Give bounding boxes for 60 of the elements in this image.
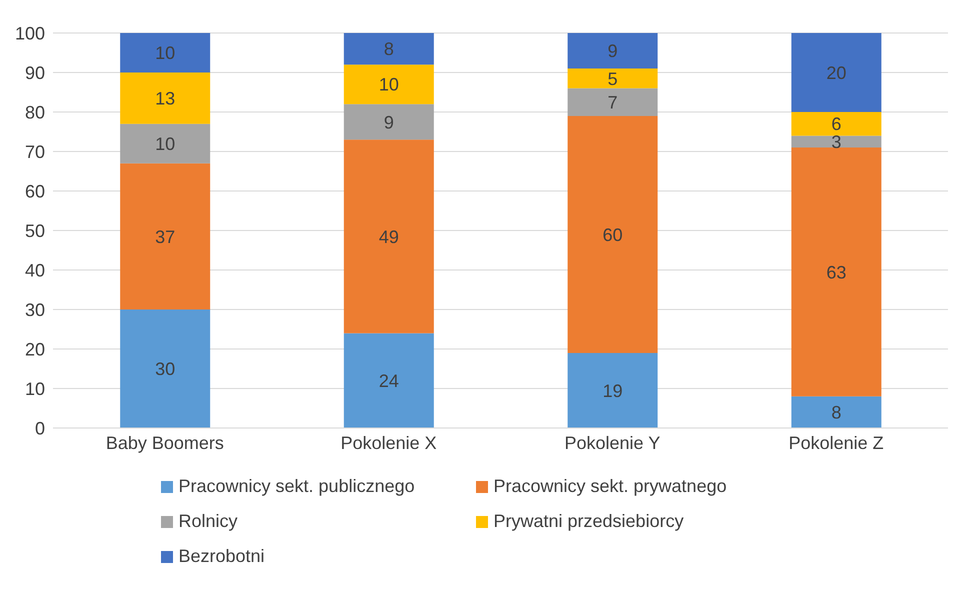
bar bbox=[120, 163, 210, 310]
data-label: 10 bbox=[155, 43, 176, 64]
data-label: 8 bbox=[831, 402, 842, 423]
data-label: 13 bbox=[155, 88, 176, 109]
bar bbox=[568, 352, 658, 428]
y-tick-label: 90 bbox=[24, 62, 45, 83]
bar bbox=[791, 148, 882, 396]
x-tick-label: Pokolenie X bbox=[340, 432, 437, 453]
bar bbox=[791, 396, 882, 428]
data-label: 30 bbox=[155, 359, 176, 380]
x-tick-label: Baby Boomers bbox=[106, 432, 224, 453]
bar bbox=[344, 104, 434, 140]
data-label: 10 bbox=[378, 74, 399, 95]
bar bbox=[120, 72, 210, 124]
bar bbox=[791, 112, 882, 136]
legend-label: Bezrobotni bbox=[178, 546, 265, 567]
y-tick-label: 70 bbox=[24, 142, 45, 162]
data-label: 19 bbox=[602, 380, 623, 401]
legend-label: Pracownicy sekt. prywatnego bbox=[494, 476, 727, 497]
bar bbox=[568, 116, 658, 353]
y-tick-label: 0 bbox=[34, 418, 45, 438]
bar bbox=[120, 124, 210, 164]
bar bbox=[791, 33, 882, 112]
bar bbox=[120, 33, 210, 72]
bar bbox=[344, 140, 434, 334]
x-tick-label: Pokolenie Z bbox=[788, 432, 884, 453]
y-tick-label: 100 bbox=[14, 23, 45, 44]
bar bbox=[344, 64, 434, 104]
y-tick-label: 80 bbox=[24, 102, 45, 122]
legend-label: Prywatni przedsiebiorcy bbox=[494, 511, 684, 532]
y-tick-label: 30 bbox=[24, 300, 45, 320]
data-label: 9 bbox=[608, 41, 618, 62]
data-label: 24 bbox=[378, 370, 399, 391]
legend-label: Pracownicy sekt. publicznego bbox=[178, 476, 415, 497]
y-tick-label: 40 bbox=[24, 260, 45, 280]
bar bbox=[344, 33, 434, 65]
y-tick-label: 60 bbox=[24, 181, 45, 202]
legend-label: Rolnicy bbox=[178, 511, 238, 532]
bar bbox=[568, 68, 658, 88]
data-label: 49 bbox=[378, 226, 399, 247]
y-tick-label: 20 bbox=[24, 339, 45, 360]
data-label: 20 bbox=[826, 62, 846, 83]
data-label: 8 bbox=[384, 39, 394, 60]
data-label: 6 bbox=[831, 114, 842, 134]
data-label: 63 bbox=[826, 262, 846, 282]
x-tick-label: Pokolenie Y bbox=[564, 432, 660, 453]
bar bbox=[120, 310, 210, 428]
data-label: 37 bbox=[155, 226, 176, 247]
data-label: 10 bbox=[155, 134, 176, 154]
data-label: 9 bbox=[384, 112, 394, 132]
y-tick-label: 10 bbox=[24, 378, 45, 399]
bar bbox=[791, 136, 882, 148]
data-label: 3 bbox=[831, 132, 842, 152]
bar bbox=[344, 333, 434, 428]
bar bbox=[568, 88, 658, 116]
y-tick-label: 50 bbox=[24, 220, 45, 241]
data-label: 7 bbox=[608, 92, 618, 113]
data-label: 60 bbox=[602, 224, 623, 245]
data-label: 5 bbox=[608, 68, 618, 89]
bar bbox=[568, 33, 658, 69]
